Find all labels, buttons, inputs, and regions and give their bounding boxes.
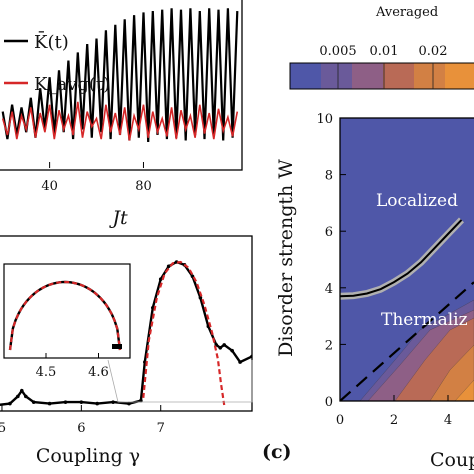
data-point [222, 343, 227, 347]
colorbar-tick-label: 0.005 [319, 44, 356, 59]
x-axis-label-bottom-left: Coupling γ [36, 445, 140, 467]
colorbar-segment [445, 63, 474, 89]
axes-frame-top-left [0, 0, 243, 171]
series-line-kavg [1, 101, 239, 141]
data-point [230, 348, 234, 353]
x-tick-label: 40 [41, 179, 58, 194]
colorbar: Averaged 0.005 0.01 0.02 [289, 5, 474, 90]
x-tick-label: 0 [336, 413, 344, 428]
panel-bottom-left: 5 6 7 Coupling γ 4.5 4.6 [0, 235, 253, 467]
data-point [63, 400, 68, 404]
colorbar-segment [414, 63, 446, 89]
inset: 4.5 4.6 [3, 263, 253, 403]
panel-right: Averaged 0.005 0.01 0.02 0 2 4 6 8 10 0 2 4 Locali… [262, 5, 474, 471]
legend-label-kbar: K̄(t) [34, 30, 69, 53]
y-tick-label: 10 [316, 112, 333, 127]
data-point [31, 400, 36, 404]
data-point [238, 360, 242, 364]
panel-label-c: (c) [262, 441, 292, 463]
inset-x-tick-label: 4.5 [36, 365, 57, 380]
x-axis-label-right: Coupl [430, 449, 474, 471]
x-tick-label: 80 [135, 179, 152, 194]
data-point [111, 400, 115, 404]
colorbar-frame [289, 62, 474, 90]
data-point [218, 346, 223, 350]
legend-label-kavg: K_avg(t) [34, 74, 110, 95]
x-tick-label: 4 [444, 413, 452, 428]
inset-marker [112, 344, 122, 349]
heatmap-band [429, 344, 474, 401]
region-label-thermalized: Thermaliz [381, 310, 468, 330]
phase-boundary-line [340, 219, 463, 298]
data-point [79, 400, 84, 404]
colorbar-segment [352, 63, 384, 89]
colorbar-segment [383, 63, 415, 89]
data-point [23, 394, 28, 399]
colorbar-tick-label: 0.02 [419, 44, 448, 59]
data-point [20, 388, 24, 393]
x-tick-label: 5 [0, 421, 6, 436]
inset-zoom-lines [107, 359, 253, 403]
region-label-localized: Localized [376, 191, 458, 211]
y-tick-label: 8 [325, 169, 333, 184]
x-axis-label-top-left: Jt [108, 207, 128, 229]
inset-x-tick-label: 4.6 [88, 365, 109, 380]
data-point [198, 295, 203, 300]
y-tick-label: 4 [325, 282, 333, 297]
heatmap-band [454, 379, 474, 401]
data-point [166, 264, 171, 269]
y-axis-label-right: Disorder strength W [275, 159, 297, 357]
colorbar-title: Averaged [375, 5, 438, 20]
x-tick-label: 6 [77, 421, 85, 436]
x-tick-label: 2 [390, 413, 398, 428]
data-point [127, 401, 131, 406]
data-point [95, 401, 100, 406]
x-tick-label: 7 [157, 421, 165, 436]
data-point [16, 394, 20, 399]
series-line-numerical [0, 260, 252, 406]
colorbar-tick-label: 0.01 [370, 44, 399, 59]
y-tick-label: 2 [325, 338, 333, 353]
colorbar-segment [321, 63, 353, 89]
diagonal-dashed-line [340, 281, 474, 401]
axes-frame-right [339, 117, 474, 402]
y-tick-label: 0 [325, 395, 333, 410]
inset-curve-analytical [8, 280, 122, 351]
y-tick-label: 6 [325, 225, 333, 240]
axes-frame-bottom-left [0, 235, 253, 412]
series-line-analytical [142, 260, 226, 406]
data-point [8, 401, 12, 406]
data-point [158, 277, 163, 281]
colorbar-segment [290, 63, 322, 89]
data-point [47, 401, 52, 406]
panel-top-left: 40 80 K̄(t) K_avg(t) Jt [0, 0, 243, 229]
